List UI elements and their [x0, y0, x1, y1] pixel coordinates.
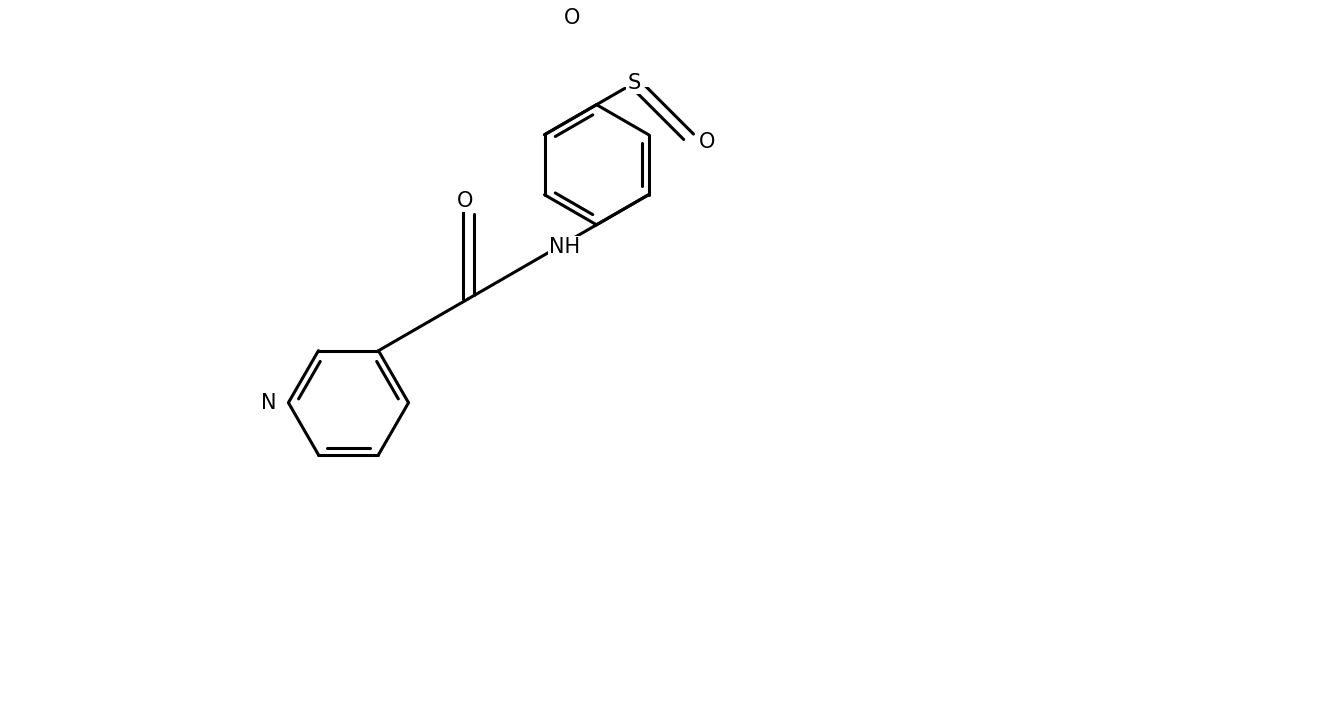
Text: O: O — [563, 9, 579, 28]
Text: O: O — [699, 132, 715, 152]
Text: S: S — [628, 72, 641, 93]
Text: N: N — [261, 393, 277, 413]
Text: O: O — [457, 191, 473, 211]
Text: NH: NH — [550, 237, 581, 257]
